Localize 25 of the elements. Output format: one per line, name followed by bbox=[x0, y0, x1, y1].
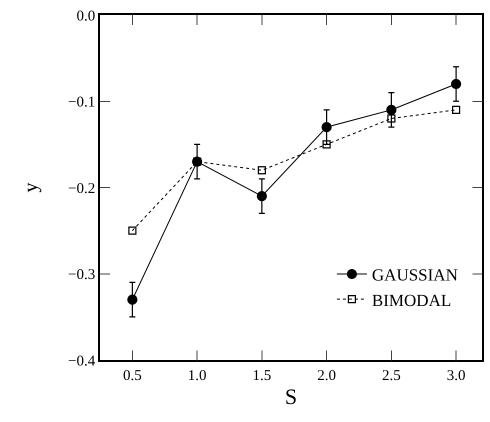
point bbox=[387, 114, 396, 123]
point bbox=[127, 294, 138, 305]
legend-label: GAUSSIAN bbox=[372, 266, 458, 285]
x-tick-label: 3.0 bbox=[446, 368, 466, 384]
y-tick-label: −0.3 bbox=[68, 267, 96, 283]
point bbox=[452, 106, 460, 114]
x-tick-label: 0.5 bbox=[122, 368, 142, 384]
x-axis-title: S bbox=[284, 384, 298, 410]
x-tick-label: 2.0 bbox=[317, 368, 336, 384]
y-tick-label: −0.4 bbox=[68, 353, 96, 370]
point bbox=[451, 78, 462, 90]
point bbox=[322, 140, 331, 148]
x-tick-label: 2.5 bbox=[382, 368, 401, 384]
y-tick-label: −0.1 bbox=[68, 94, 96, 110]
point bbox=[256, 191, 267, 202]
point bbox=[386, 104, 396, 115]
point bbox=[128, 226, 136, 235]
y-tick-label: 0.0 bbox=[76, 8, 96, 24]
point bbox=[322, 122, 332, 132]
legend-label: BIMODAL bbox=[372, 290, 452, 310]
x-tick-label: 1.0 bbox=[188, 368, 206, 384]
x-tick-label: 1.5 bbox=[252, 368, 272, 384]
point bbox=[258, 166, 266, 174]
y-axis-title: y bbox=[20, 182, 42, 192]
y-tick-label: −0.2 bbox=[68, 180, 96, 197]
